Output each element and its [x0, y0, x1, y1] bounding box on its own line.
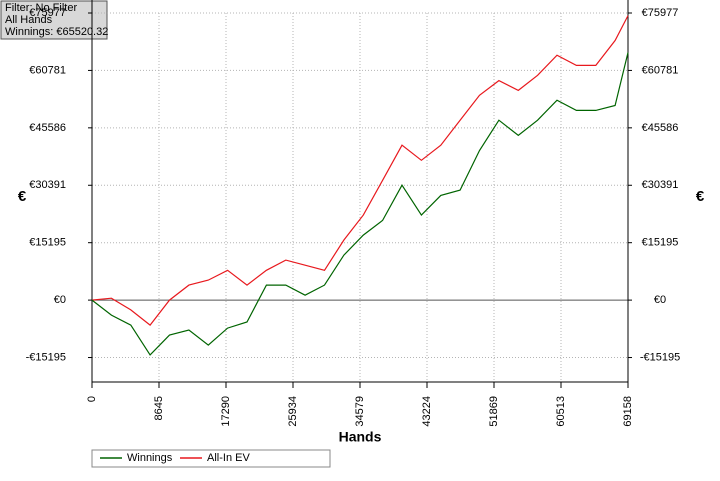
y-tick-label: €45586 — [29, 122, 66, 134]
x-tick-label: 0 — [86, 396, 98, 402]
y-tick-label: €0 — [54, 294, 66, 306]
y2-tick-label: €30391 — [642, 179, 679, 191]
series-line — [91, 15, 629, 326]
y2-tick-label: -€15195 — [640, 351, 680, 363]
x-tick-label: 34579 — [354, 396, 366, 427]
y2-tick-label: €15195 — [642, 237, 679, 249]
y2-tick-label: €75977 — [642, 7, 679, 19]
info-line: Winnings: €65520.32 — [5, 26, 108, 38]
y-tick-label: €60781 — [29, 64, 66, 76]
legend-label: Winnings — [127, 452, 173, 464]
x-axis-label: Hands — [339, 429, 382, 445]
info-box-frame — [0, 0, 108, 40]
y-tick-label: €15195 — [29, 237, 66, 249]
y-tick-label: €30391 — [29, 179, 66, 191]
x-tick-label: 69158 — [622, 396, 634, 427]
x-tick-label: 25934 — [287, 396, 299, 427]
y-axis-label: € — [18, 188, 27, 205]
x-tick-label: 60513 — [555, 396, 567, 427]
y2-tick-label: €45586 — [642, 122, 679, 134]
x-tick-label: 17290 — [220, 396, 232, 427]
y2-axis-label: € — [696, 188, 705, 205]
x-tick-label: 8645 — [153, 396, 165, 420]
y-tick-label: €75977 — [29, 7, 66, 19]
legend-frame — [91, 449, 331, 468]
y-tick-label: -€15195 — [26, 351, 66, 363]
info-line: All Hands — [5, 14, 53, 26]
y2-tick-label: €0 — [654, 294, 666, 306]
legend-label: All-In EV — [207, 452, 250, 464]
x-tick-label: 43224 — [421, 396, 433, 427]
x-tick-label: 51869 — [488, 396, 500, 427]
y2-tick-label: €60781 — [642, 64, 679, 76]
series-line — [91, 52, 629, 356]
info-line: Filter: No Filter — [5, 2, 77, 14]
